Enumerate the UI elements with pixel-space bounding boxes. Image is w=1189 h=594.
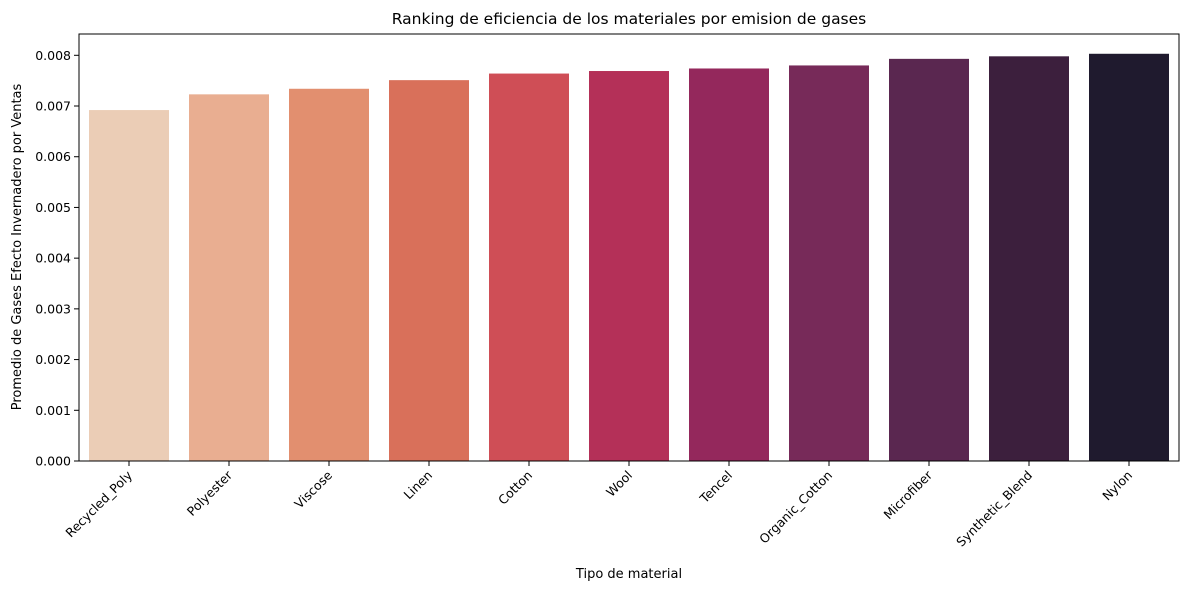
plot-frame [78, 33, 1180, 462]
bar-nylon [1089, 53, 1169, 462]
bar-organic-cotton [789, 65, 869, 461]
y-tick-label: 0.005 [35, 200, 71, 215]
y-tick-label: 0.004 [35, 251, 71, 266]
bar-recycled-poly [89, 110, 169, 462]
bar-synthetic-blend [989, 56, 1069, 461]
bar-linen [389, 80, 469, 462]
bars-group [89, 53, 1169, 462]
bar-tencel [689, 68, 769, 461]
y-tick-label: 0.000 [35, 454, 71, 469]
x-tick-label: Organic_Cotton [756, 468, 835, 547]
y-tick-label: 0.003 [35, 301, 71, 316]
y-tick-label: 0.002 [35, 352, 71, 367]
y-tick-label: 0.006 [35, 149, 71, 164]
y-axis-ticks: 0.000 0.001 0.002 0.003 0.004 0.005 0.006 0.007… [35, 48, 79, 469]
x-axis-ticks: Recycled_Poly Polyester Viscose Linen Cotton… [62, 461, 1135, 549]
x-tick-label: Viscose [291, 467, 335, 511]
bar-microfiber [889, 58, 969, 461]
x-tick-label: Cotton [495, 468, 535, 508]
x-axis-label: Tipo de material [575, 567, 682, 582]
x-tick-label: Nylon [1099, 468, 1135, 504]
x-tick-label: Synthetic_Blend [953, 468, 1035, 550]
x-tick-label: Polyester [184, 467, 236, 519]
bar-wool [589, 71, 669, 461]
y-tick-label: 0.008 [35, 48, 71, 63]
bar-cotton [489, 73, 569, 461]
x-tick-label: Linen [400, 468, 435, 503]
y-tick-label: 0.007 [35, 99, 71, 114]
y-axis-label: Promedio de Gases Efecto Invernadero por… [10, 83, 25, 410]
bar-polyester [189, 94, 269, 461]
x-tick-label: Tencel [696, 468, 735, 507]
bar-viscose [289, 88, 369, 462]
chart-title: Ranking de eficiencia de los materiales … [392, 10, 867, 28]
x-tick-label: Recycled_Poly [62, 467, 135, 540]
x-tick-label: Wool [603, 468, 635, 500]
x-tick-label: Microfiber [880, 467, 935, 522]
y-tick-label: 0.001 [35, 403, 71, 418]
